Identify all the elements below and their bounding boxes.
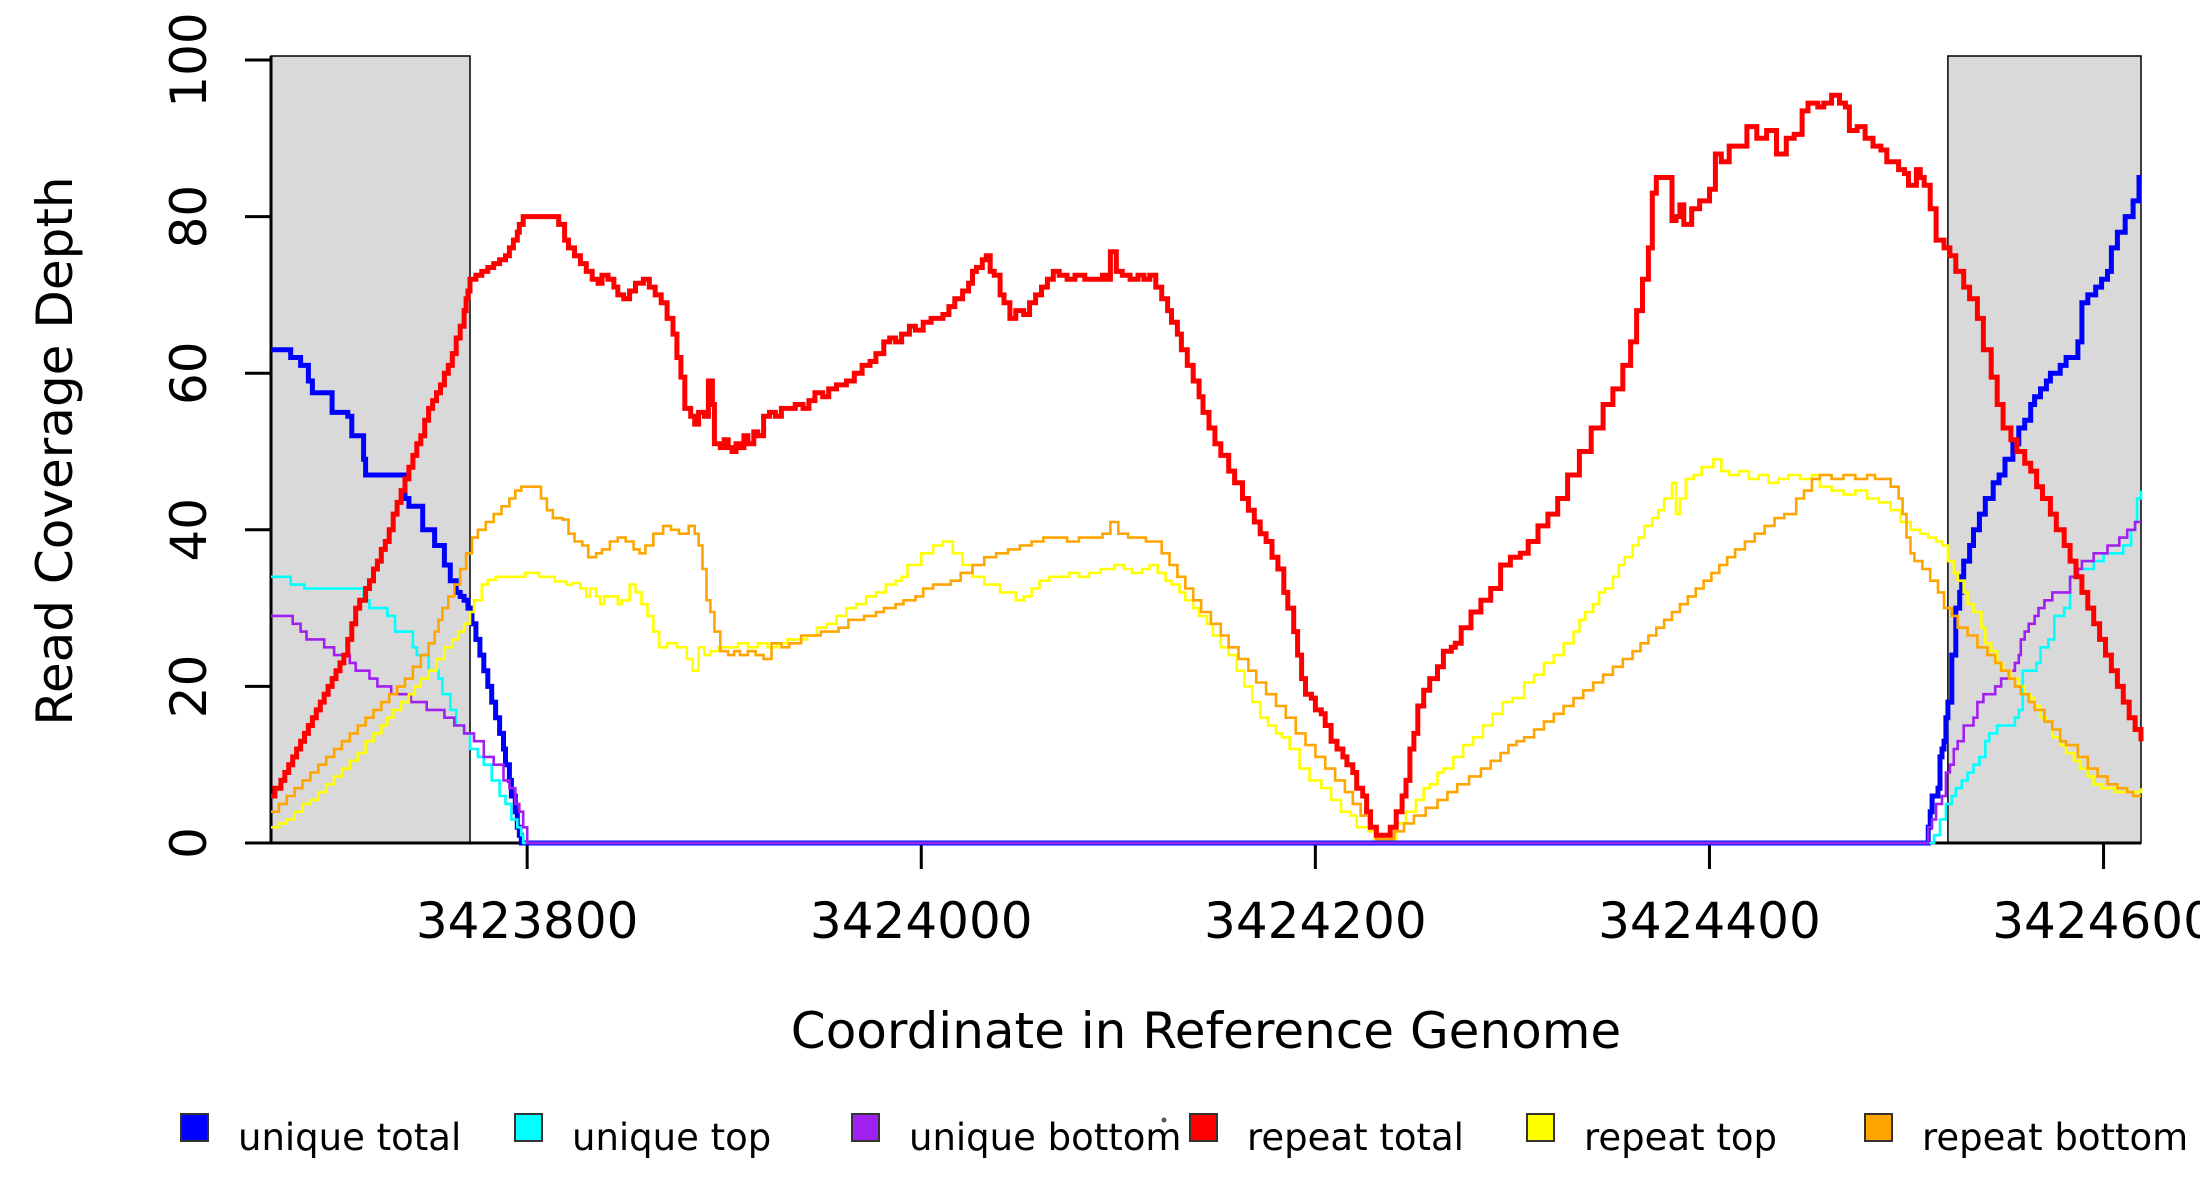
legend-item: unique bottom — [851, 1113, 1181, 1159]
shaded-region — [1947, 55, 2142, 844]
shaded-region — [270, 55, 471, 844]
legend-swatch — [851, 1113, 880, 1142]
x-tick-label: 3424600 — [1992, 892, 2200, 950]
legend-item: repeat top — [1526, 1113, 1777, 1159]
y-tick-label: 20 — [160, 655, 218, 719]
x-axis-title: Coordinate in Reference Genome — [791, 1002, 1621, 1060]
series-line-repeat-bottom — [271, 473, 2141, 841]
y-tick-label: 100 — [160, 12, 218, 107]
y-tick-label: 40 — [160, 498, 218, 562]
y-tick-label: 60 — [160, 341, 218, 405]
series-line-repeat-total — [271, 92, 2144, 838]
series-line-unique-bottom — [271, 520, 2141, 845]
x-tick-label: 3424000 — [810, 892, 1033, 950]
y-tick-label: 80 — [160, 185, 218, 249]
stray-dot — [1161, 1117, 1167, 1123]
legend-label: unique top — [572, 1116, 771, 1159]
legend-item: repeat total — [1189, 1113, 1464, 1159]
x-tick-label: 3423800 — [416, 892, 639, 950]
legend-swatch — [514, 1113, 543, 1142]
legend-label: repeat top — [1584, 1116, 1777, 1159]
legend-swatch — [1864, 1113, 1893, 1142]
legend-label: unique bottom — [909, 1116, 1181, 1159]
legend-swatch — [1526, 1113, 1555, 1142]
legend-label: repeat bottom — [1922, 1116, 2188, 1159]
legend-swatch — [180, 1113, 209, 1142]
legend-item: repeat bottom — [1864, 1113, 2188, 1159]
legend: unique total unique top unique bottom repea… — [180, 1113, 2188, 1159]
x-tick-label: 3424200 — [1204, 892, 1427, 950]
y-tick-label: 0 — [160, 827, 218, 859]
x-tick-label: 3424400 — [1598, 892, 1821, 950]
legend-item: unique total — [180, 1113, 461, 1159]
legend-label: unique total — [238, 1116, 461, 1159]
legend-swatch — [1189, 1113, 1218, 1142]
legend-label: repeat total — [1247, 1116, 1464, 1159]
legend-item: unique top — [514, 1113, 771, 1159]
y-axis-title: Read Coverage Depth — [26, 176, 84, 725]
series-line-unique-top — [271, 490, 2143, 845]
series-line-unique-total — [271, 175, 2142, 846]
